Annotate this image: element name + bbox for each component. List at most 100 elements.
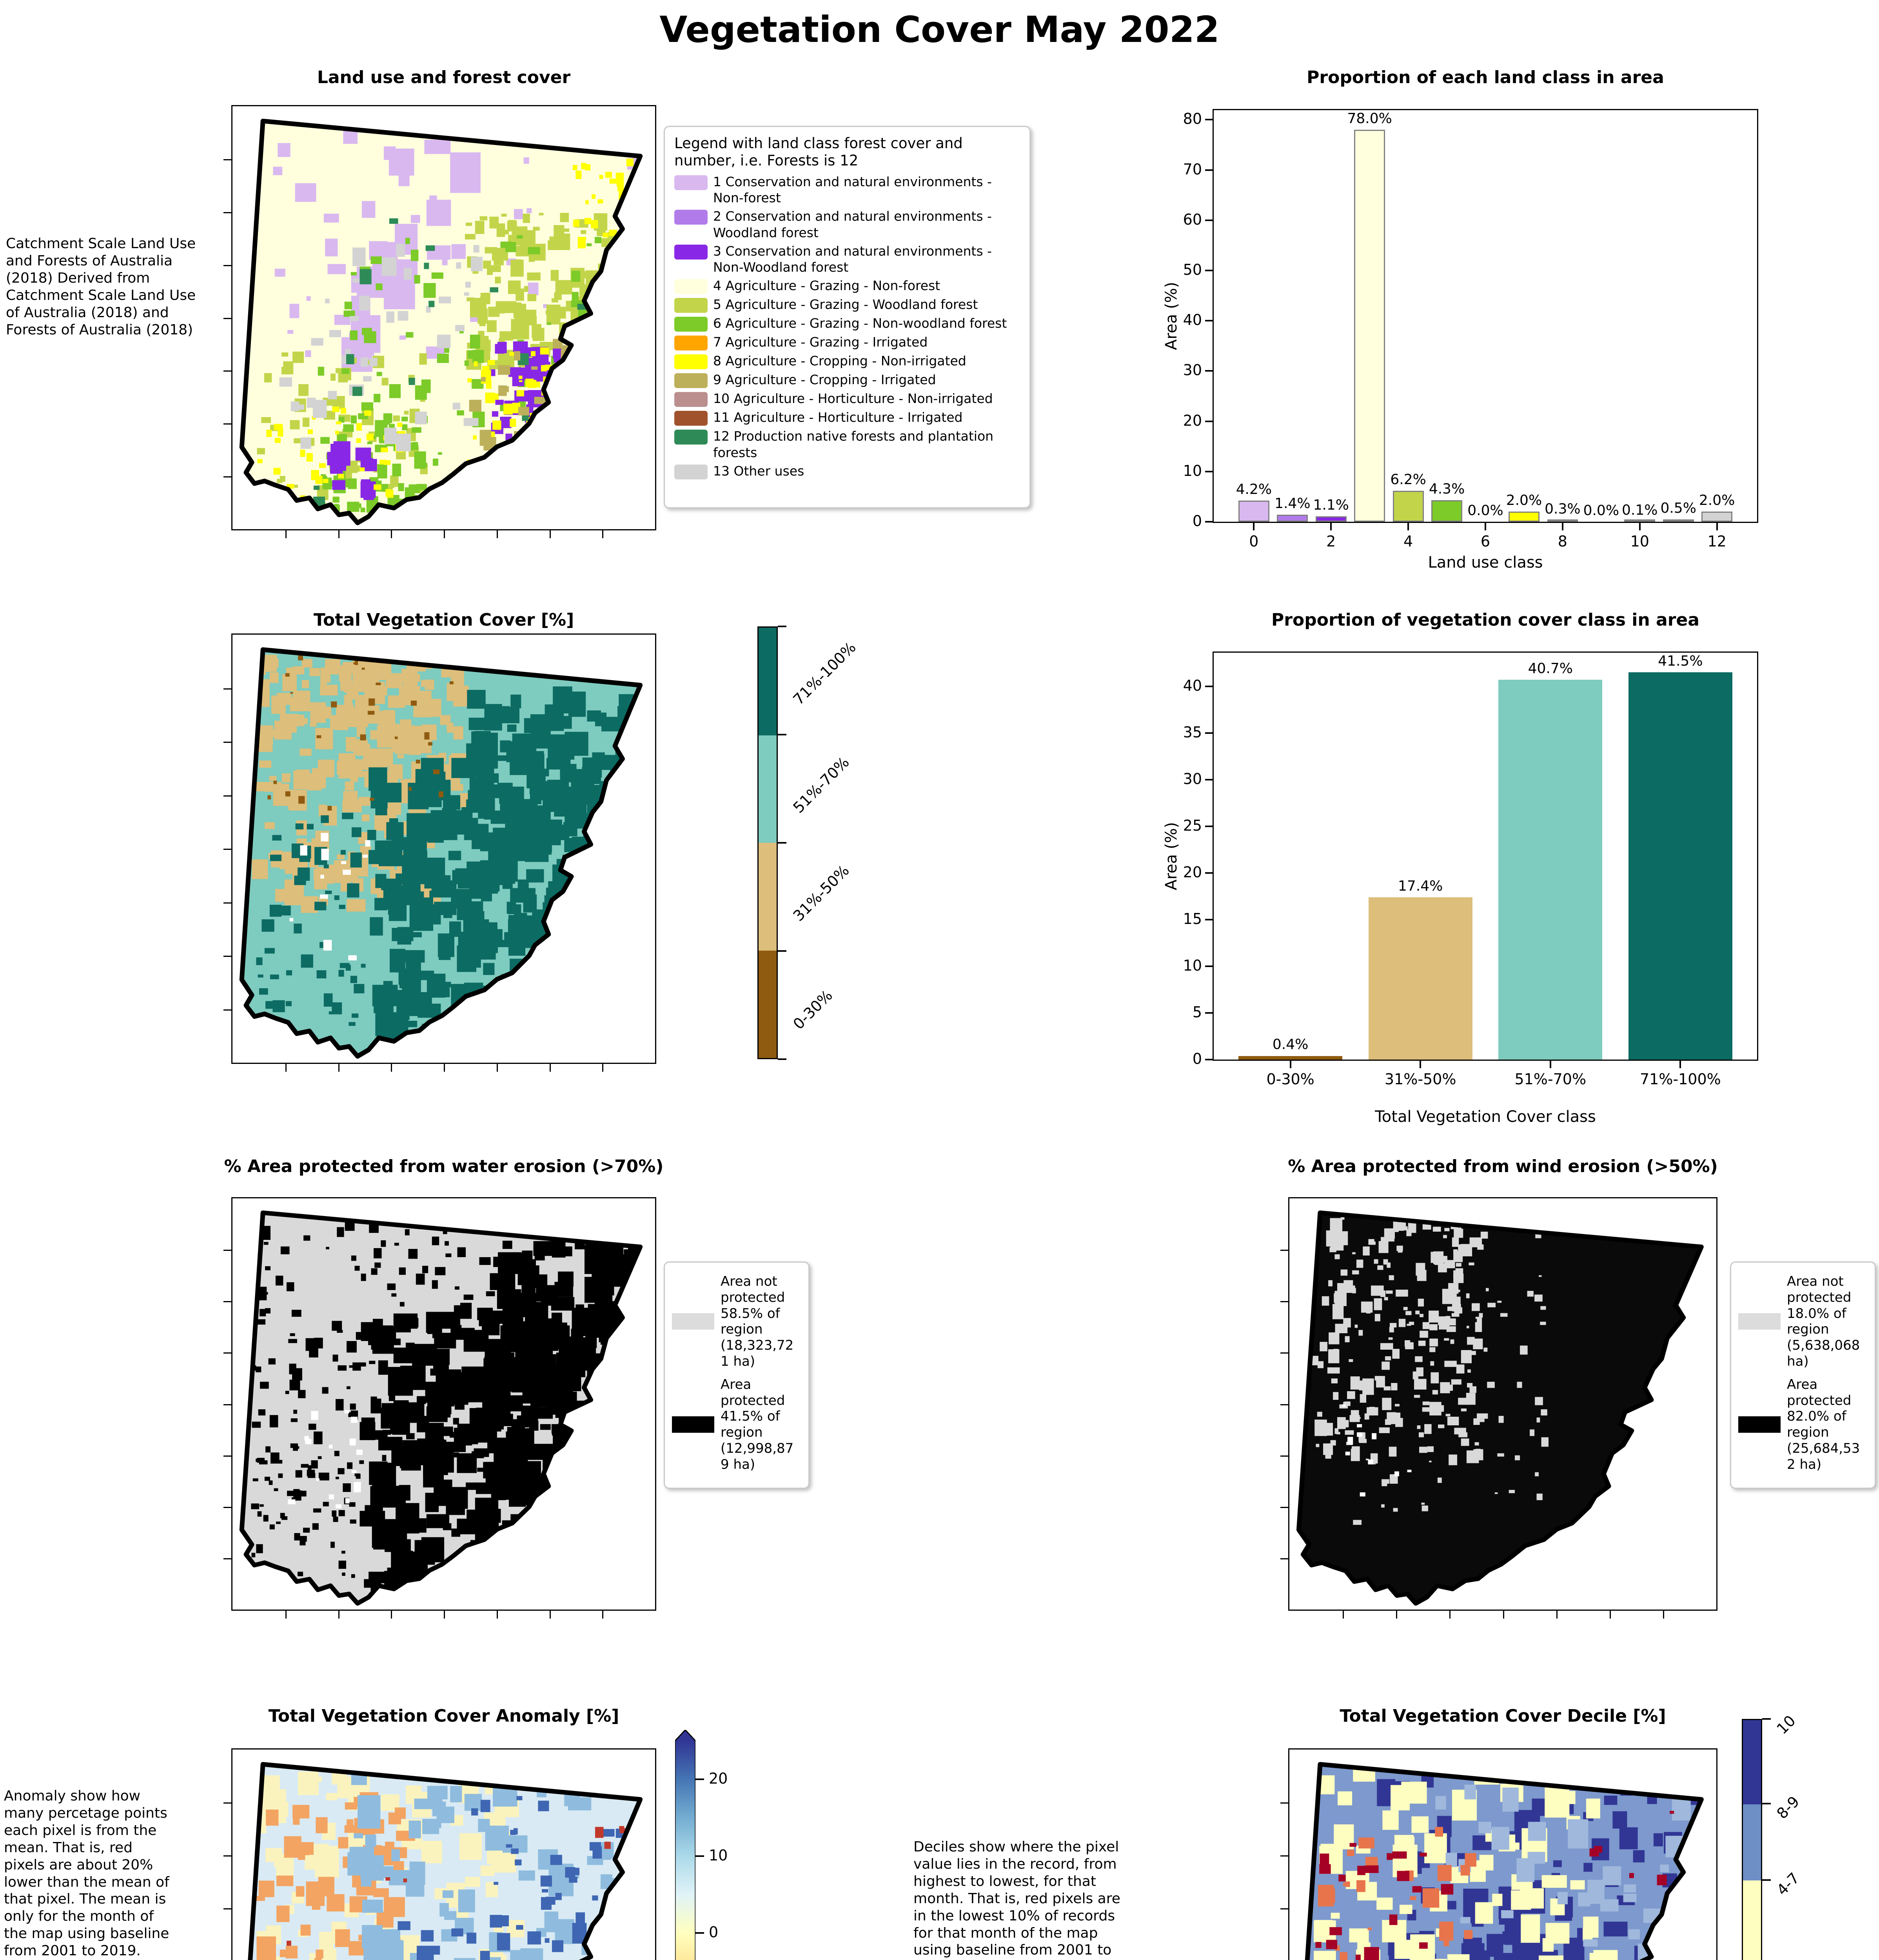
map-tick bbox=[549, 1064, 551, 1072]
x-tick-label: 8 bbox=[1558, 533, 1567, 550]
y-tick bbox=[1205, 779, 1214, 780]
legend-swatch bbox=[674, 210, 708, 225]
x-tick bbox=[1253, 522, 1255, 530]
map-tick bbox=[549, 530, 551, 538]
y-tick-label: 10 bbox=[1183, 956, 1202, 974]
vegclass-chart: 0.4% 17.4% 40.7% 41.5% 0 5 10 15 20 25 30 35 40 0-30%… bbox=[1183, 652, 1758, 1088]
map-tick bbox=[223, 423, 231, 425]
map-tick bbox=[223, 212, 231, 213]
colorbar-label: 8-9 bbox=[1773, 1793, 1803, 1822]
legend-swatch bbox=[674, 336, 708, 351]
legend-item: 1 Conservation and natural environments … bbox=[674, 174, 1020, 206]
legend-swatch bbox=[674, 373, 708, 388]
bar bbox=[1238, 1056, 1343, 1060]
map-tick bbox=[223, 159, 231, 160]
x-tick-label: 2 bbox=[1326, 533, 1336, 550]
x-tick bbox=[1679, 1060, 1681, 1068]
legend-item: 12 Production native forests and plantat… bbox=[674, 428, 1020, 461]
y-tick-label: 20 bbox=[1183, 863, 1202, 881]
map-tick bbox=[444, 1064, 445, 1072]
colorbar-label: 71%-100% bbox=[790, 639, 859, 708]
bar-value-label: 1.1% bbox=[1313, 497, 1349, 513]
bar-value-label: 41.5% bbox=[1658, 653, 1703, 669]
colorbar-segment bbox=[759, 843, 777, 951]
map-tick bbox=[285, 530, 287, 538]
map-tick bbox=[223, 1301, 231, 1303]
map-tick bbox=[1663, 1611, 1664, 1619]
map-tick bbox=[223, 1908, 231, 1909]
x-tick-label: 0 bbox=[1249, 533, 1259, 550]
colorbar-label: 51%-70% bbox=[790, 753, 853, 817]
colorbar-tick bbox=[778, 734, 786, 735]
map-tick bbox=[1280, 1558, 1288, 1559]
colorbar-segment bbox=[1743, 1804, 1761, 1881]
map-tick bbox=[391, 1064, 392, 1072]
map-tick bbox=[285, 1611, 287, 1619]
map-tick bbox=[1280, 1802, 1288, 1804]
bar bbox=[1315, 516, 1347, 522]
colorbar-tick bbox=[1762, 1718, 1771, 1720]
bar-value-label: 0.3% bbox=[1545, 501, 1581, 517]
y-tick-label: 80 bbox=[1183, 110, 1202, 128]
y-tick-label: 0 bbox=[1192, 1050, 1202, 1067]
legend-swatch bbox=[674, 354, 708, 370]
bar bbox=[1431, 500, 1462, 522]
landuse-note: Catchment Scale Land Use and Forests of … bbox=[6, 236, 196, 338]
map-tick bbox=[602, 530, 604, 538]
bar-value-label: 0.0% bbox=[1583, 503, 1619, 519]
colorbar-segment bbox=[1743, 1720, 1761, 1805]
vegcover-map-title: Total Vegetation Cover [%] bbox=[313, 610, 574, 630]
map-tick bbox=[338, 1064, 339, 1072]
anomaly-note: Anomaly show how many percetage points e… bbox=[4, 1788, 169, 1959]
x-tick bbox=[1407, 522, 1409, 530]
legend-item: 5 Agriculture - Grazing - Woodland fores… bbox=[674, 296, 1020, 313]
legend-item: Area protected 82.0% of region (25,684,5… bbox=[1738, 1377, 1868, 1473]
map-tick bbox=[285, 1064, 287, 1072]
bar bbox=[1663, 519, 1694, 522]
y-tick-label: 30 bbox=[1183, 770, 1202, 788]
vegcover-colorbar: 71%-100% 51%-70% 31%-50% 0-30% bbox=[757, 626, 859, 1060]
colorbar-label: 31%-50% bbox=[790, 862, 853, 925]
map-tick bbox=[223, 1404, 231, 1405]
legend-label: 12 Production native forests and plantat… bbox=[713, 428, 994, 460]
bar-value-label: 4.2% bbox=[1236, 481, 1272, 498]
map-tick bbox=[1280, 1404, 1288, 1405]
legend-swatch bbox=[674, 430, 708, 445]
y-tick bbox=[1205, 420, 1214, 422]
y-tick bbox=[1205, 1012, 1214, 1014]
vegclass-chart-xlabel: Total Vegetation Cover class bbox=[1375, 1108, 1596, 1126]
legend-label: Area not protected 18.0% of region (5,63… bbox=[1787, 1274, 1860, 1369]
legend-label: 11 Agriculture - Horticulture - Irrigate… bbox=[713, 410, 963, 425]
y-tick-label: 40 bbox=[1183, 311, 1202, 329]
map-tick bbox=[223, 476, 231, 478]
y-tick bbox=[1205, 825, 1214, 827]
y-tick-label: 20 bbox=[1183, 412, 1202, 429]
colorbar-segment bbox=[759, 628, 777, 735]
legend-label: 13 Other uses bbox=[713, 463, 804, 479]
legend-label: 2 Conservation and natural environments … bbox=[713, 209, 992, 240]
legend-label: 3 Conservation and natural environments … bbox=[713, 243, 992, 275]
map-tick bbox=[1396, 1611, 1398, 1619]
landuse-legend: Legend with land class forest cover and … bbox=[664, 126, 1031, 508]
legend-swatch bbox=[674, 317, 708, 332]
decile-colorbar: 108-94-72-31 bbox=[1742, 1712, 1803, 1960]
legend-swatch bbox=[672, 1313, 714, 1330]
bar bbox=[1277, 515, 1308, 522]
legend-item: 6 Agriculture - Grazing - Non-woodland f… bbox=[674, 315, 1020, 332]
y-tick bbox=[1205, 320, 1214, 322]
y-tick-label: 25 bbox=[1183, 817, 1202, 834]
water-erosion-map bbox=[223, 1197, 656, 1619]
legend-item: 7 Agriculture - Grazing - Irrigated bbox=[674, 334, 1020, 351]
bar-value-label: 78.0% bbox=[1347, 111, 1392, 127]
y-tick-label: 35 bbox=[1183, 723, 1202, 741]
legend-label: Area not protected 58.5% of region (18,3… bbox=[721, 1274, 794, 1369]
landuse-map bbox=[223, 105, 656, 538]
legend-item: 3 Conservation and natural environments … bbox=[674, 243, 1020, 276]
map-tick bbox=[223, 795, 231, 797]
y-tick bbox=[1205, 521, 1214, 523]
colorbar-tick bbox=[695, 1932, 704, 1934]
anomaly-map bbox=[223, 1748, 656, 1960]
x-tick bbox=[1549, 1060, 1551, 1068]
landuse-map-title: Land use and forest cover bbox=[317, 67, 571, 87]
